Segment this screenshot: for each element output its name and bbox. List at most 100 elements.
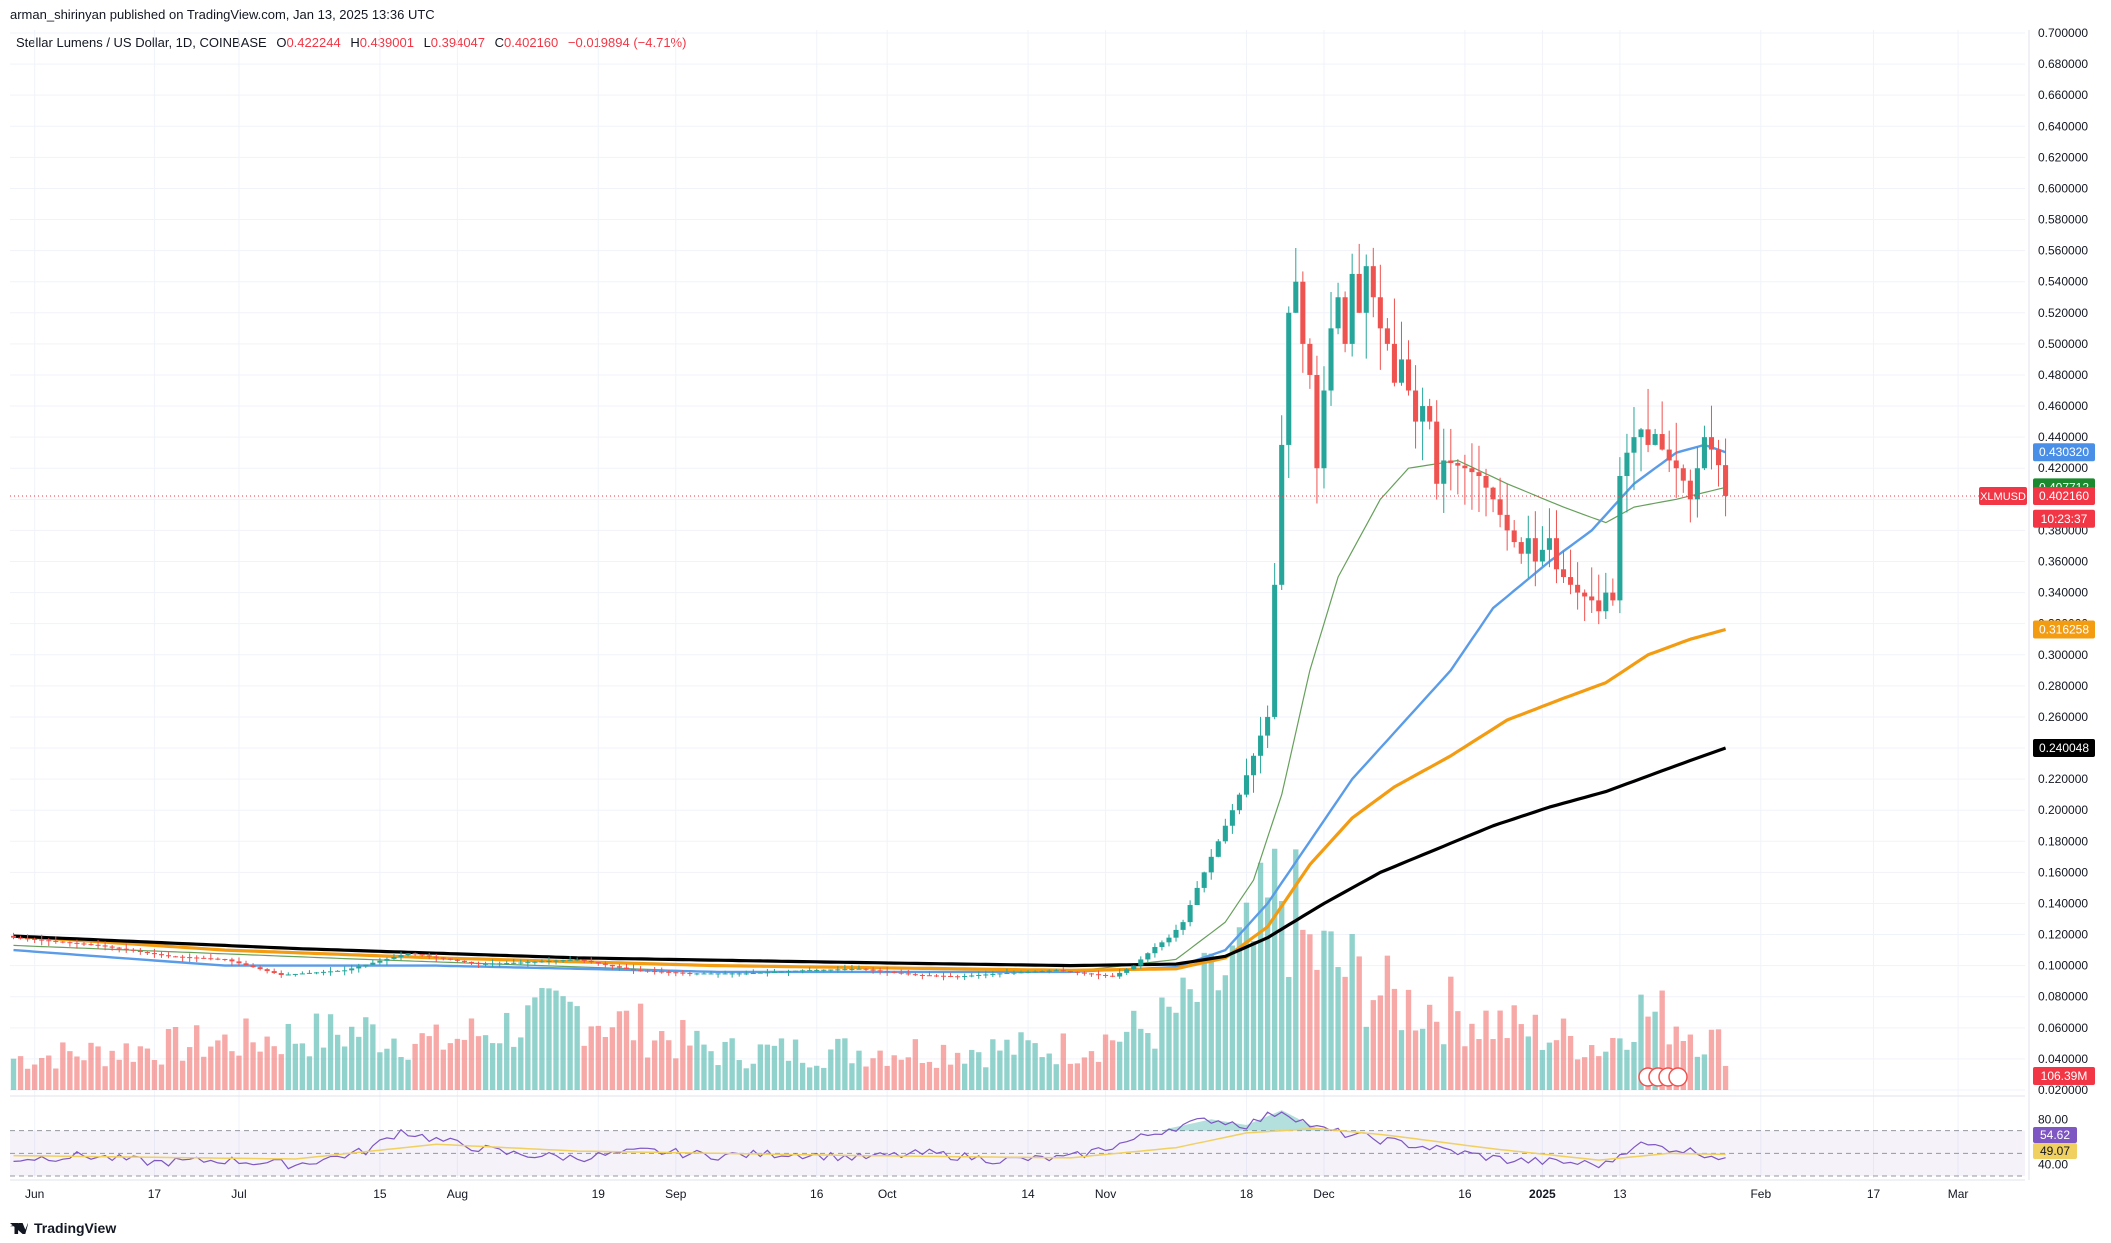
candle <box>504 963 510 965</box>
volume-bar <box>1363 1026 1369 1090</box>
tradingview-icon <box>10 1223 28 1234</box>
candle <box>109 946 115 948</box>
price-axis: 0.700000 0.680000 0.660000 0.640000 0.620000… <box>2038 26 2088 1097</box>
volume-bar <box>1419 1028 1426 1090</box>
price-label: 10:23:37 <box>2041 512 2088 526</box>
candle <box>1250 755 1257 776</box>
candle <box>1039 971 1045 973</box>
candle <box>638 970 644 972</box>
candle <box>1342 297 1348 344</box>
volume-bar <box>842 1038 848 1090</box>
candle <box>750 973 756 975</box>
candle <box>10 935 17 938</box>
candle <box>1638 429 1644 438</box>
candle <box>1117 972 1123 977</box>
candle <box>440 957 446 959</box>
candle <box>1413 390 1419 422</box>
volume-bar <box>1187 989 1193 1090</box>
volume-bar <box>1567 1035 1574 1090</box>
candle <box>60 941 66 943</box>
volume-bar <box>616 1011 623 1090</box>
volume-bar <box>828 1049 834 1090</box>
candle <box>264 969 270 972</box>
candle <box>807 970 813 972</box>
candle <box>67 942 73 944</box>
volume-bar <box>1321 930 1327 1090</box>
volume-bar <box>912 1039 919 1090</box>
candle <box>1356 273 1362 313</box>
volume-bar <box>1025 1040 1031 1090</box>
candle <box>1596 600 1602 612</box>
volume-bar <box>1286 976 1292 1090</box>
candle <box>468 961 475 964</box>
volume-bar <box>109 1050 115 1090</box>
candle <box>1673 460 1679 469</box>
volume-bar <box>567 1001 573 1090</box>
volume-bar <box>1194 1001 1200 1090</box>
volume-bar <box>1081 1057 1088 1090</box>
candle <box>116 947 122 949</box>
price-tick-label: 0.060000 <box>2038 1021 2088 1035</box>
volume-bar <box>518 1037 524 1090</box>
volume-bar <box>764 1044 771 1090</box>
volume-bar <box>1532 1014 1539 1090</box>
candle <box>447 958 453 960</box>
volume-bar <box>1271 848 1278 1090</box>
volume-bar <box>1666 1044 1672 1090</box>
volume-bar <box>46 1055 52 1090</box>
candle <box>511 962 517 964</box>
candle <box>1701 437 1707 469</box>
candle <box>1272 584 1278 717</box>
candle <box>1370 266 1376 298</box>
candle <box>497 963 503 965</box>
volume-bar <box>123 1043 129 1090</box>
time-tick-label: 2025 <box>1529 1187 1556 1201</box>
candle <box>1286 312 1292 445</box>
candle <box>891 971 897 973</box>
volume-bar <box>1694 1056 1701 1090</box>
candle <box>800 970 806 972</box>
volume-bar <box>31 1064 38 1090</box>
rsi-value-label: 54.62 <box>2040 1128 2070 1142</box>
volume-bar <box>1511 1005 1517 1090</box>
candle <box>81 943 87 945</box>
volume-bar <box>1095 1061 1102 1090</box>
price-tick-label: 0.480000 <box>2038 368 2088 382</box>
volume-bar <box>1250 941 1257 1090</box>
price-label-box <box>2033 443 2095 462</box>
volume-bar <box>1581 1057 1588 1090</box>
candle <box>877 970 883 972</box>
candle <box>1018 972 1024 974</box>
candle <box>1525 538 1531 554</box>
volume-bar <box>1497 1010 1503 1090</box>
volume-bar <box>1116 1041 1123 1090</box>
candle <box>863 968 869 970</box>
candle <box>560 960 566 962</box>
candle <box>1032 971 1038 973</box>
candle <box>46 940 52 942</box>
candle <box>1476 472 1482 477</box>
candle <box>419 954 425 956</box>
candle <box>271 971 277 974</box>
volume-bar <box>511 1046 517 1090</box>
volume-bar <box>271 1046 277 1090</box>
candle <box>1434 421 1440 484</box>
high-label: H <box>350 35 360 50</box>
candle <box>201 957 207 959</box>
volume-bar <box>1138 1028 1144 1090</box>
candle <box>1110 975 1116 977</box>
volume-bar <box>1652 1011 1658 1090</box>
volume-bar <box>88 1042 94 1090</box>
candle <box>320 971 327 973</box>
volume-bar <box>1046 1053 1052 1090</box>
candle <box>1405 359 1412 391</box>
time-tick-label: 17 <box>1867 1187 1881 1201</box>
ma-blue-line <box>13 443 1726 974</box>
volume-bar <box>208 1046 214 1090</box>
volume-bar <box>673 1058 679 1090</box>
candle <box>1575 584 1581 593</box>
volume-bar <box>1236 927 1243 1090</box>
candle <box>1138 959 1144 966</box>
candle <box>1603 592 1609 612</box>
